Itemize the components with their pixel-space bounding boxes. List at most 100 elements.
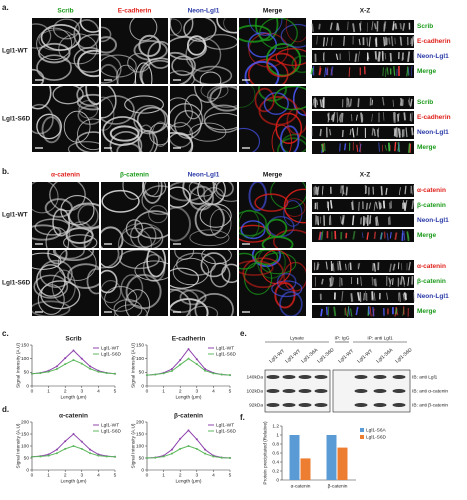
xz-signal	[388, 142, 391, 152]
xz-signal	[359, 23, 362, 31]
xz-strip	[312, 184, 414, 197]
band	[314, 403, 328, 407]
xz-signal	[402, 308, 405, 317]
x-tick-label: 3	[80, 388, 83, 394]
point	[187, 348, 190, 351]
cell-outline	[73, 47, 99, 73]
cell-outline	[242, 257, 284, 289]
xz-signal	[341, 129, 344, 138]
micrograph	[170, 250, 237, 316]
x-axis-label: Length (μm)	[61, 394, 87, 400]
cell-outline	[254, 193, 289, 212]
xz-bg	[312, 126, 414, 139]
x-tick-label: 0	[146, 472, 149, 478]
xz-signal	[386, 232, 389, 241]
cell-outline	[52, 250, 95, 261]
cell-outline	[254, 250, 279, 266]
xz-signal	[341, 185, 345, 195]
xz-strip	[312, 141, 414, 154]
xz-signal	[404, 200, 408, 210]
xz-signal	[357, 98, 360, 108]
cell-outline	[170, 186, 191, 208]
micrograph	[239, 182, 306, 248]
band	[373, 389, 387, 393]
y-tick-label: 50	[24, 370, 30, 376]
x-tick-label: 4	[212, 472, 215, 478]
xz-label: Neon-Lgl1	[417, 217, 449, 224]
cell-outline	[286, 107, 306, 135]
point	[64, 363, 67, 366]
cell-outline	[275, 48, 306, 66]
xz-signal	[349, 98, 353, 107]
xz-signal	[356, 144, 359, 152]
y-tick-label: 0.6	[272, 450, 279, 456]
cell-outline	[248, 18, 283, 36]
xz-signal	[339, 112, 343, 123]
row-label: Lgl1-S6D	[2, 116, 30, 123]
cell-outline	[276, 137, 306, 152]
cell-outline	[68, 221, 94, 248]
xz-signal	[316, 186, 319, 195]
xz-signal	[394, 37, 396, 45]
panel-label: b.	[2, 167, 9, 176]
legend-label: Lgl1-S6D	[101, 351, 122, 357]
xz-signal	[347, 263, 350, 271]
lane-label: Lgl1-S6D	[316, 347, 336, 365]
cell-outline	[114, 304, 148, 316]
xz-signal	[355, 114, 358, 121]
cell-outline	[200, 86, 229, 99]
cell-outline	[173, 109, 202, 139]
xz-signal	[385, 187, 388, 195]
xz-signal	[348, 67, 351, 77]
cell-outline	[101, 250, 123, 269]
x-tick-label: 2	[179, 388, 182, 394]
x-tick-label: 3	[80, 472, 83, 478]
xz-signal	[399, 292, 401, 302]
xz-signal	[326, 37, 329, 46]
y-tick-label: 100	[21, 356, 29, 362]
xz-signal	[371, 21, 374, 31]
cell-outline	[101, 189, 140, 213]
xz-signal	[351, 215, 355, 226]
cell-outline	[129, 18, 158, 41]
cell-outline	[174, 250, 195, 260]
xz-strip	[310, 65, 414, 78]
point	[72, 349, 75, 352]
xz-signal	[322, 52, 325, 61]
lane-label: Lgl1-WT	[356, 348, 374, 364]
cell-outline	[170, 97, 193, 128]
point	[154, 456, 157, 459]
cell-outline	[40, 24, 81, 51]
xz-signal	[411, 127, 414, 136]
cell-outline	[189, 229, 230, 247]
xz-signal	[331, 277, 335, 286]
xz-signal	[371, 113, 373, 122]
y-tick-label: 150	[21, 431, 29, 437]
row-label: Lgl1-WT	[2, 212, 28, 219]
xz-signal	[376, 129, 379, 138]
xz-bg	[312, 96, 414, 109]
group-label: IP: anti Lgl1	[367, 335, 393, 341]
cell-outline	[239, 24, 272, 43]
bar	[337, 447, 348, 480]
cell-outline	[32, 252, 62, 270]
xz-signal	[357, 292, 361, 301]
y-tick-label: 0	[141, 383, 144, 389]
blot-label: IB: anti α-catenin	[412, 388, 448, 394]
micrograph	[170, 182, 237, 248]
cell-outline	[77, 33, 99, 55]
cell-outline	[109, 130, 143, 152]
xz-signal	[405, 127, 408, 138]
xz-signal	[375, 217, 378, 226]
point	[162, 372, 165, 375]
xz-signal	[367, 53, 370, 60]
point	[220, 456, 223, 459]
xz-signal	[322, 37, 326, 47]
x-tick-label: 1	[47, 388, 50, 394]
cell-outline	[32, 224, 62, 241]
xz-signal	[380, 232, 383, 240]
xz-signal	[397, 112, 400, 123]
xz-signal	[393, 66, 396, 76]
x-tick-label: β-catenin	[328, 483, 348, 489]
cell-outline	[36, 113, 62, 140]
